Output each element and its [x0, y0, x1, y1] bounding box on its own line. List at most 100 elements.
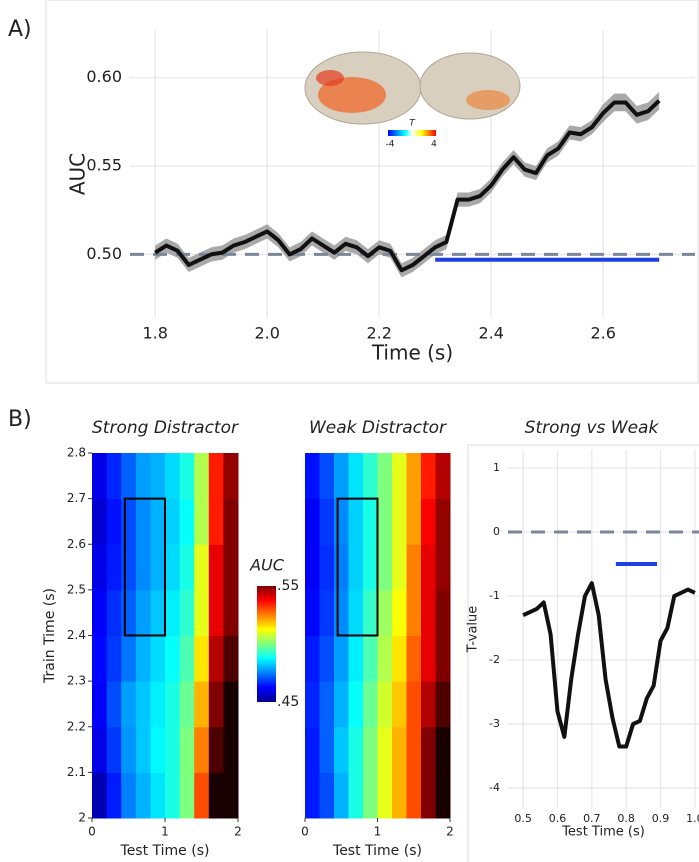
heatmap-cell [319, 498, 335, 545]
heatmap-cell [392, 498, 407, 545]
x-tick-label: 2 [234, 825, 242, 839]
heatmap-cell [377, 772, 393, 819]
heatmap-cell [121, 453, 137, 500]
heatmap-cell [406, 772, 422, 819]
heatmap-cell [334, 726, 349, 773]
heatmap-cell [223, 589, 239, 636]
heatmap-cell [121, 589, 137, 636]
y-tick-label: -3 [489, 717, 500, 730]
y-axis-label: AUC [65, 153, 89, 195]
heatmap-cell [165, 635, 181, 682]
heatmap-cell [208, 772, 224, 819]
x-tick-label: 2 [446, 825, 454, 839]
heatmap-cell [208, 681, 224, 728]
x-tick-label: 2.6 [590, 324, 615, 343]
heatmap-cell [348, 726, 364, 773]
x-tick-label: 2.0 [254, 324, 279, 343]
brain-activation [466, 90, 510, 110]
heatmap-cell [179, 453, 195, 500]
heatmap-cell [165, 726, 181, 773]
heatmap-cell [150, 726, 166, 773]
brain-activation [316, 70, 344, 86]
x-tick-label: 2.4 [478, 324, 503, 343]
heatmap-cell [135, 453, 151, 500]
heatmap-cell [121, 681, 137, 728]
heatmap-cell [194, 726, 210, 773]
heatmap-cell [208, 544, 224, 591]
heatmap-cell [208, 635, 224, 682]
heatmap-cell [179, 681, 195, 728]
y-tick-label: 0.50 [86, 244, 122, 263]
heatmap-cell [421, 498, 436, 545]
heatmap-cell [435, 681, 451, 728]
heatmap-cell [319, 544, 335, 591]
panel-label: A) [8, 17, 32, 42]
heatmap-cell [208, 498, 224, 545]
heatmap-cell [319, 453, 335, 500]
y-tick-label: 2.8 [67, 446, 86, 460]
heatmap-cell [363, 635, 378, 682]
y-tick-label: -1 [489, 589, 500, 602]
heatmap-cell [135, 544, 151, 591]
heatmap-cell [319, 726, 335, 773]
heatmap-cell [392, 635, 407, 682]
y-tick-label: 0 [493, 525, 500, 538]
inset-colorbar [388, 130, 436, 136]
heatmap-cell [421, 772, 436, 819]
heatmap-cell [334, 544, 349, 591]
y-tick-label: 2.6 [67, 537, 86, 551]
heatmap-cell [377, 498, 393, 545]
heatmap-cell [377, 635, 393, 682]
heatmap-cell [435, 726, 451, 773]
heatmap-cell [179, 635, 195, 682]
heatmap-cell [377, 589, 393, 636]
heatmap-cell [150, 498, 166, 545]
brain-activation [318, 77, 386, 113]
heatmap-cell [106, 589, 122, 636]
heatmap-cell [305, 498, 320, 545]
heatmap-cell [435, 498, 451, 545]
heatmap-cell [106, 726, 122, 773]
heatmap-cell [305, 681, 320, 728]
heatmap-cell [150, 453, 166, 500]
heatmap-cell [305, 772, 320, 819]
data-line [154, 99, 661, 273]
x-tick-label: 0.8 [617, 812, 635, 825]
heatmap-cell [121, 726, 137, 773]
heatmap-cell [377, 544, 393, 591]
heatmap-cell [106, 498, 122, 545]
colorbar-tick-label: .55 [277, 578, 299, 594]
heatmap-cell [150, 635, 166, 682]
heatmap-cell [435, 453, 451, 500]
heatmap-cell [348, 635, 364, 682]
panel-label: B) [8, 407, 32, 432]
x-tick-label: 0.5 [514, 812, 532, 825]
y-axis-label: T-value [465, 606, 480, 654]
heatmap-cell [179, 726, 195, 773]
heatmap-cell [319, 681, 335, 728]
x-tick-label: 1 [374, 825, 382, 839]
heatmap-cell [92, 498, 108, 545]
heatmap-cell [106, 772, 122, 819]
x-tick-label: 2.2 [366, 324, 391, 343]
x-tick-label: 1.8 [142, 324, 167, 343]
x-tick-label: 1 [161, 825, 169, 839]
x-tick-label: 0 [88, 825, 96, 839]
heatmap-cell [208, 589, 224, 636]
brain-right [419, 52, 521, 120]
heatmap-cell [150, 589, 166, 636]
heatmap-cell [121, 772, 137, 819]
x-tick-label: 0.9 [652, 812, 670, 825]
heatmap-cell [223, 635, 239, 682]
heatmap-cell [194, 589, 210, 636]
heatmap-cell [348, 589, 364, 636]
heatmap-cell [223, 453, 239, 500]
chart-title: Weak Distractor [309, 418, 447, 438]
y-tick-label: 2.3 [67, 674, 86, 688]
heatmap-cell [348, 681, 364, 728]
heatmap-cell [348, 498, 364, 545]
heatmap-cell [392, 726, 407, 773]
heatmap-cell [421, 681, 436, 728]
heatmap-cell [165, 589, 181, 636]
y-tick-label: 2.7 [67, 491, 86, 505]
